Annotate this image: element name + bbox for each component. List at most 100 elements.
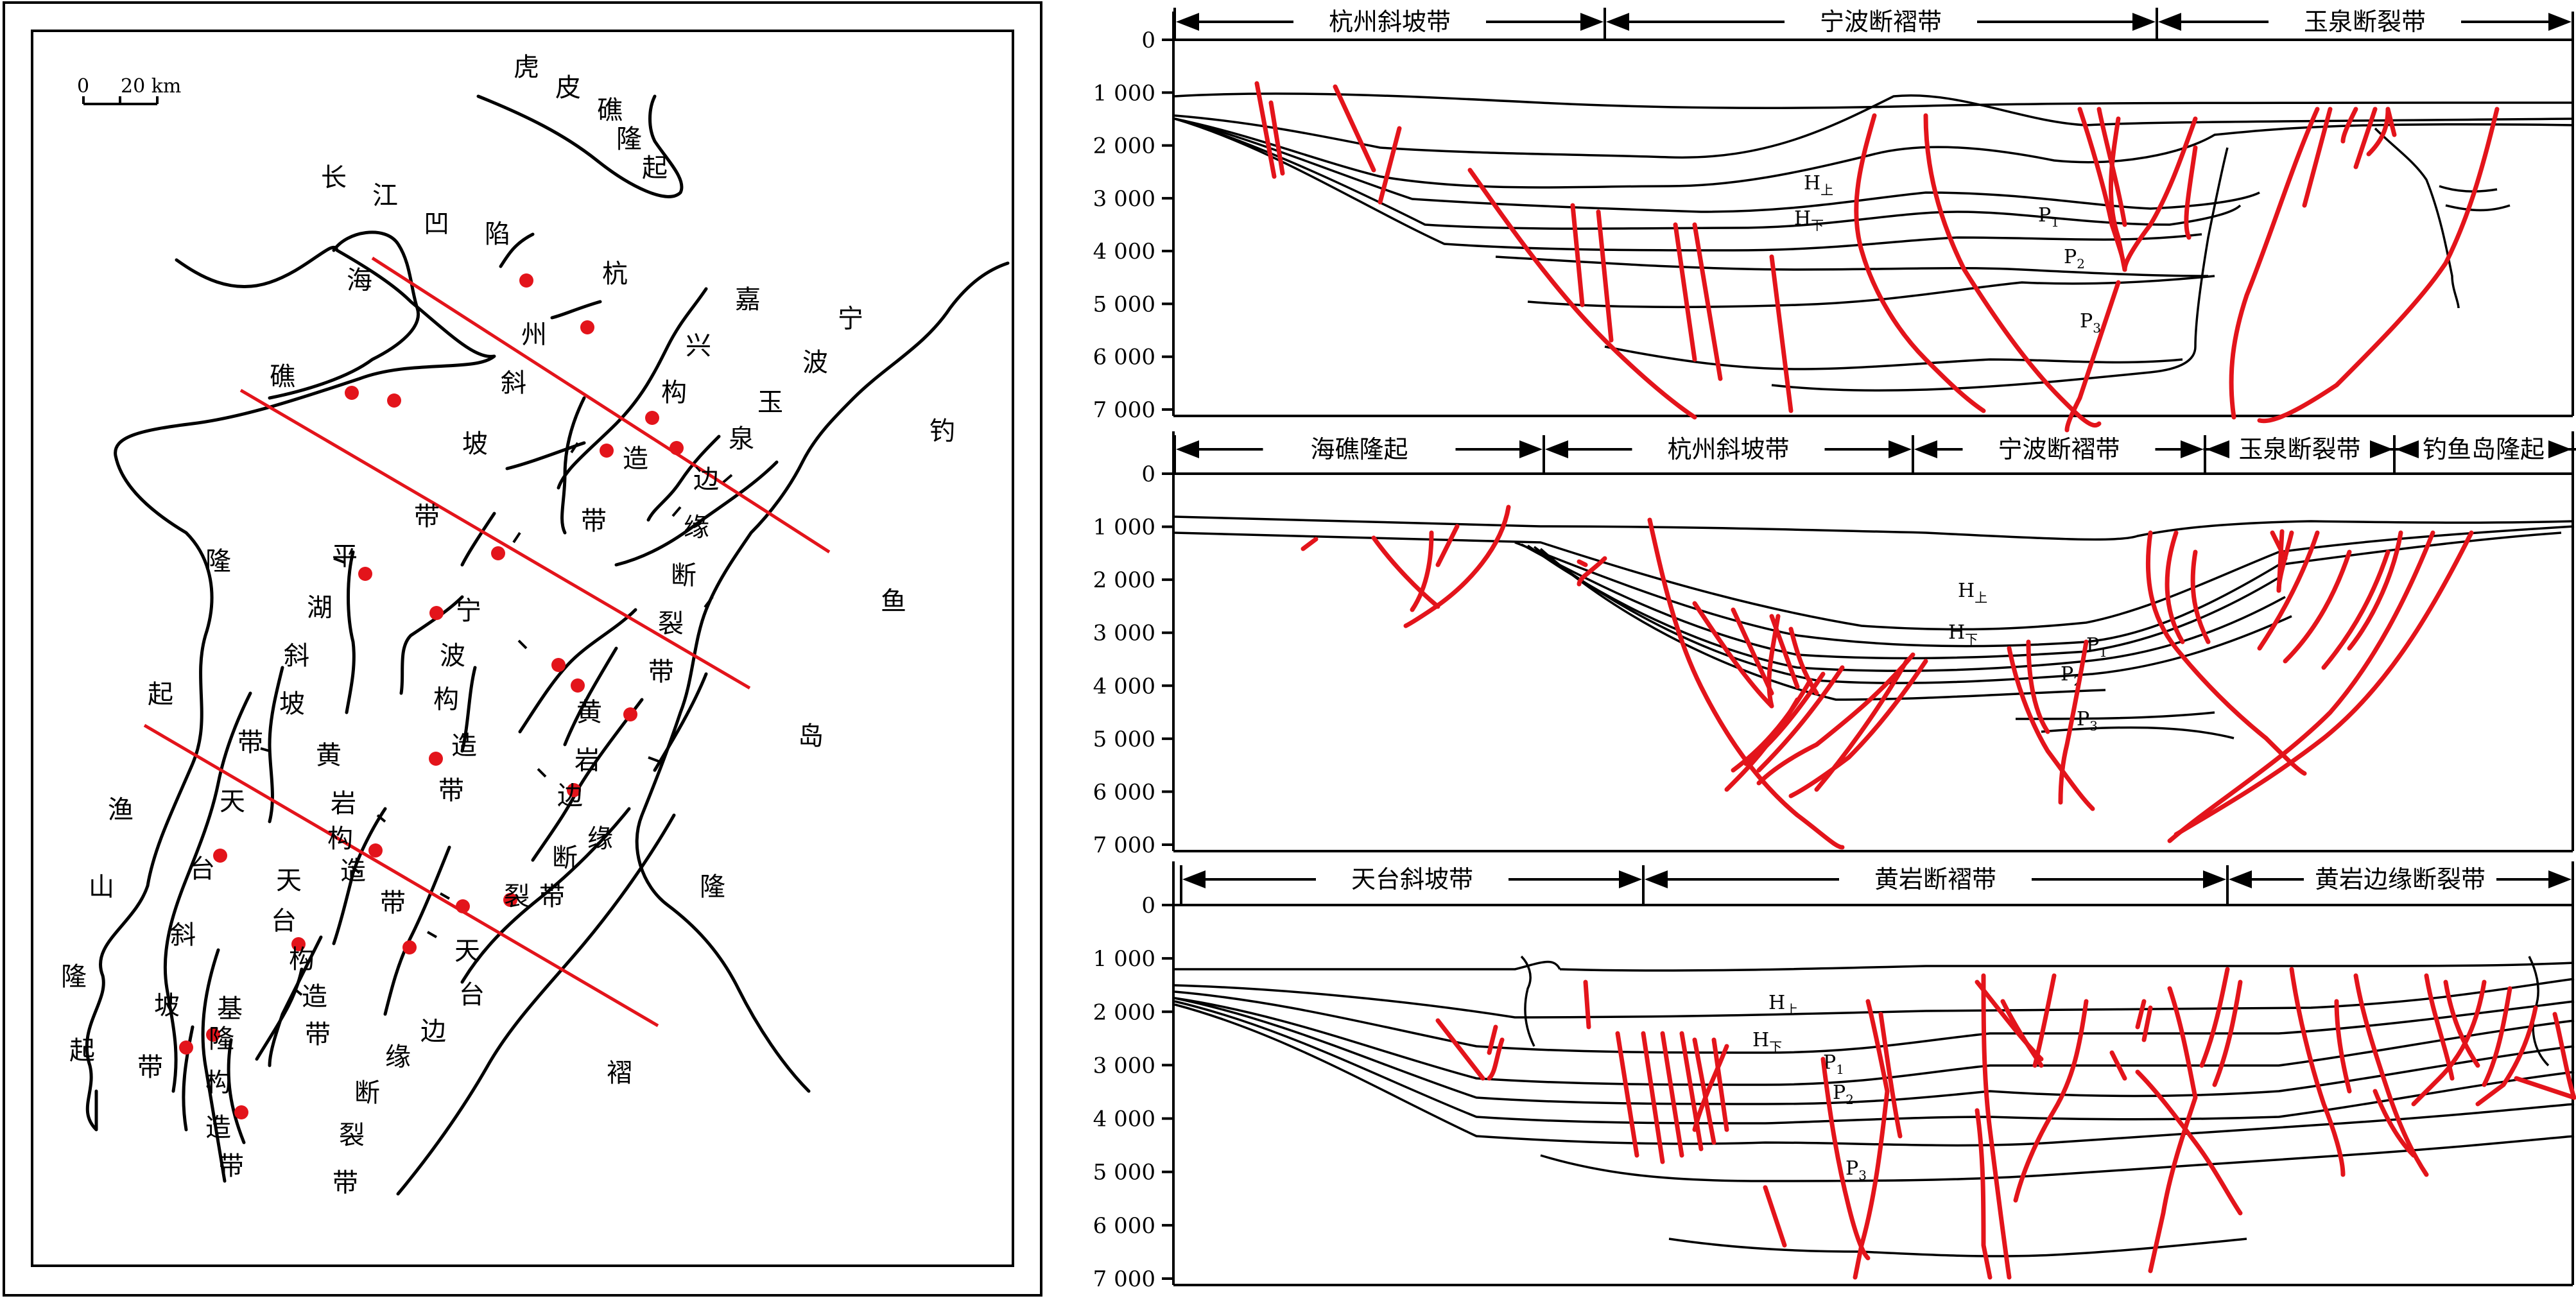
map-label-hangzhou-slope-4: 带: [414, 502, 440, 531]
map-label-changjiang-depression-3: 陷: [485, 220, 510, 249]
map-label-pinghu-slope-2: 斜: [284, 641, 309, 671]
map-label-tiantai-structure-4: 带: [305, 1020, 331, 1049]
section-3-depth-tick-7: 7 000: [1093, 1266, 1155, 1292]
section-1-depth-tick-2: 2 000: [1093, 134, 1155, 159]
map-label-huangyan-margin-5: 裂: [504, 882, 530, 911]
map-label-tiantai-margin-4: 断: [354, 1078, 380, 1108]
map-label-ningbo-0: 宁: [838, 304, 863, 334]
scale-bar: 0 20 km: [77, 75, 181, 105]
section-line-3: [143, 723, 659, 1028]
section-2-depth-tick-2: 2 000: [1093, 567, 1155, 593]
section-1-depth-tick-5: 5 000: [1093, 291, 1155, 317]
map-label-yushan-uplift-3: 起: [69, 1036, 95, 1066]
section-2-depth-tick-4: 4 000: [1093, 673, 1155, 699]
fault-line-f: [646, 435, 721, 522]
map-label-tiantai-margin-0: 天: [454, 936, 480, 966]
scale-value: 20 km: [121, 75, 181, 98]
fault-line-d: [560, 396, 586, 535]
map-label-tiantai-slope-2: 斜: [170, 920, 196, 950]
map-label-jiaxing-structure-0: 嘉: [735, 285, 761, 315]
map-label-yushan-uplift-0: 渔: [108, 795, 134, 825]
section-3-unit-h_lower: H下: [1752, 1029, 1782, 1055]
fault-line-p: [163, 691, 252, 1093]
fault-line-i: [345, 550, 356, 714]
section-1-unit-p3: P3: [2080, 310, 2101, 336]
map-label-hangzhou-slope-0: 杭: [602, 259, 628, 289]
map-label-huangyan-margin-2: 边: [557, 781, 583, 811]
map-label-changjiang-depression-1: 江: [372, 181, 398, 211]
section-2-unit-h_lower: H下: [1948, 621, 1978, 647]
scale-zero: 0: [77, 75, 89, 98]
fault-line-y: [227, 1038, 246, 1144]
map-label-pinghu-slope-1: 湖: [307, 593, 333, 623]
map-label-pinghu-slope-4: 带: [238, 728, 263, 757]
section-3-band-1: 黄岩断褶带: [1874, 865, 1996, 893]
map-label-tiantai-margin-1: 台: [459, 980, 485, 1010]
map-label-tiantai-structure-3: 造: [302, 982, 327, 1012]
map-label-tiantai-slope-1: 台: [189, 854, 215, 884]
map-label-huangyan-structure-4: 带: [380, 888, 406, 918]
section-3: 0 1 000 2 000 3 000 4 000 5 000 6 000 7 000 天台斜坡…: [1093, 861, 2574, 1292]
section-2-depth-tick-6: 6 000: [1093, 779, 1155, 805]
section-3-band-0: 天台斜坡带: [1351, 865, 1473, 893]
map-label-jilong-structure-2: 构: [205, 1068, 231, 1098]
map-label-jiaxing-structure-2: 构: [661, 378, 687, 408]
section-1-depth-tick-0: 0: [1141, 28, 1155, 53]
map-label-huqiao-uplift-0: 虎: [514, 53, 539, 82]
section-3-unit-p3: P3: [1846, 1157, 1867, 1183]
section-1-band-1: 宁波断褶带: [1820, 8, 1942, 36]
map-label-yushan-uplift-2: 隆: [61, 962, 87, 992]
section-2-band-1: 杭州斜坡带: [1667, 435, 1789, 463]
map-label-tiantai-margin-2: 边: [420, 1017, 446, 1046]
section-3-band-2: 黄岩边缘断裂带: [2315, 865, 2485, 893]
map-label-haijiao-1: 礁: [270, 362, 295, 392]
fault-line-w: [201, 948, 227, 1183]
map-label-yuquan-margin-2: 边: [693, 465, 719, 494]
fault-line-h: [460, 512, 496, 567]
map-label-jiaxing-structure-3: 造: [623, 444, 648, 474]
map-inner-frame: [31, 30, 1014, 1267]
map-label-diaoyudao-3: 隆: [700, 872, 725, 902]
map-label-huangyan-structure-1: 岩: [331, 789, 356, 818]
map-label-jiaxing-structure-4: 带: [581, 506, 607, 536]
map-label-hangzhou-slope-2: 斜: [501, 368, 526, 398]
section-3-depth-tick-2: 2 000: [1093, 999, 1155, 1025]
map-label-tiantai-slope-3: 坡: [154, 991, 180, 1021]
map-label-huangyan-structure-3: 造: [340, 856, 366, 886]
wells: [179, 273, 684, 1119]
map-label-changjiang-depression-2: 凹: [424, 209, 449, 239]
map-label-pinghu-slope-0: 平: [332, 542, 358, 571]
basin-outline-east: [635, 261, 1010, 1093]
section-1-depth-tick-7: 7 000: [1093, 397, 1155, 423]
map-label-diaoyudao-0: 钓: [929, 417, 955, 446]
fault-line-q: [332, 807, 387, 945]
map-label-ningbo-structure-1: 波: [440, 641, 465, 671]
map-label-longqi-0: 隆: [205, 547, 231, 576]
fault-line-k: [460, 666, 477, 753]
section-1-depth-tick-1: 1 000: [1093, 80, 1155, 106]
section-1-unit-p2: P2: [2064, 246, 2085, 272]
map-label-tiantai-structure-1: 台: [271, 906, 297, 936]
map-label-jilong-structure-1: 隆: [209, 1024, 234, 1054]
map-outer-frame: [3, 1, 1042, 1297]
section-2: 0 1 000 2 000 3 000 4 000 5 000 6 000 7 000 海礁隆起…: [1093, 431, 2576, 858]
section-1-unit-h_upper: H上: [1804, 172, 1833, 198]
map-label-jilong-structure-4: 带: [218, 1152, 244, 1181]
section-3-depth-tick-3: 3 000: [1093, 1053, 1155, 1078]
map-label-diaoyudao-4: 褶: [607, 1058, 632, 1088]
section-line-2: [239, 388, 751, 690]
map-label-diaoyudao-1: 鱼: [881, 587, 906, 616]
map-label-yushan-uplift-1: 山: [89, 872, 114, 902]
map-label-huqiao-uplift-4: 起: [642, 153, 668, 183]
map-label-changjiang-depression-0: 长: [321, 163, 347, 193]
map-label-ningbo-structure-4: 带: [438, 776, 464, 806]
section-2-band-2: 宁波断褶带: [1998, 435, 2120, 463]
map-label-huangyan-structure-0: 黄: [316, 741, 341, 770]
fault-line-c: [557, 287, 708, 490]
section-2-unit-p1: P1: [2086, 634, 2107, 660]
section-2-depth-tick-1: 1 000: [1093, 515, 1155, 540]
fault-line-m: [563, 646, 618, 746]
fault-line-z: [653, 672, 708, 772]
